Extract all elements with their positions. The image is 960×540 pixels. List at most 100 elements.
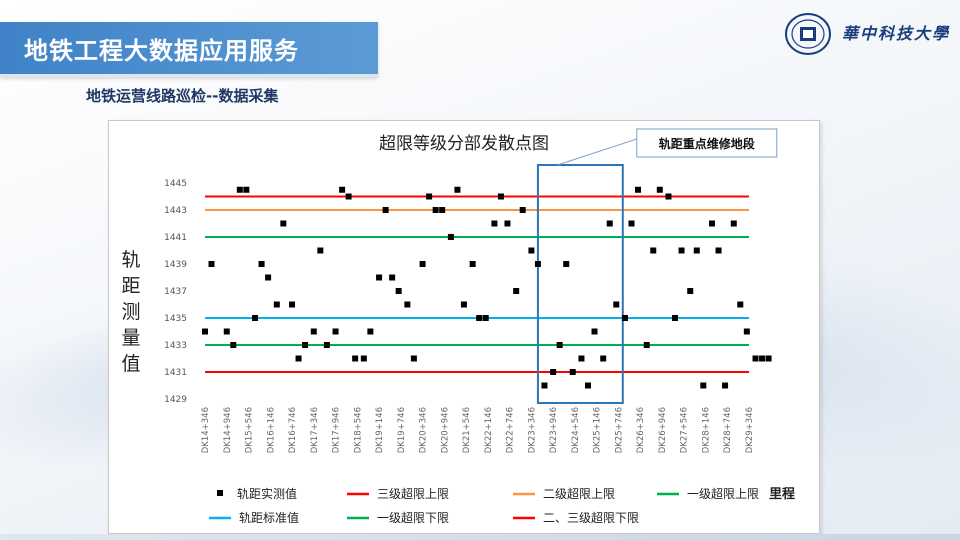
data-point bbox=[687, 288, 694, 294]
annotation-leader-line bbox=[557, 138, 637, 166]
slide-title: 地铁工程大数据应用服务 bbox=[24, 37, 299, 65]
data-point bbox=[693, 247, 700, 254]
data-point bbox=[360, 355, 367, 362]
legend-marker bbox=[217, 490, 223, 496]
data-point bbox=[497, 193, 504, 200]
data-point bbox=[258, 261, 265, 267]
x-tick-label: DK20+946 bbox=[440, 407, 450, 453]
y-axis-label-char: 值 bbox=[121, 353, 140, 375]
data-point bbox=[404, 301, 411, 308]
data-point bbox=[389, 274, 396, 281]
data-point bbox=[410, 355, 417, 362]
data-point bbox=[332, 328, 339, 335]
data-point bbox=[395, 288, 402, 294]
data-point bbox=[563, 261, 570, 267]
data-point bbox=[528, 247, 535, 254]
chart-frame: 超限等级分部发散点图 1429 1431 1433 1435 1437 1439 1441 14… bbox=[108, 120, 820, 534]
data-point bbox=[600, 355, 607, 362]
x-tick-label: DK28+746 bbox=[723, 407, 733, 453]
y-axis-label-char: 量 bbox=[121, 327, 140, 349]
y-tick-label: 1435 bbox=[164, 314, 187, 324]
highlight-box bbox=[536, 164, 624, 404]
x-axis-label: 里程 bbox=[769, 487, 795, 502]
data-point bbox=[345, 193, 352, 200]
y-axis-label-char: 轨 bbox=[121, 249, 140, 271]
data-point bbox=[252, 315, 259, 321]
y-axis-label-char: 距 bbox=[121, 275, 140, 297]
x-tick-label: DK22+746 bbox=[506, 407, 516, 453]
data-point bbox=[556, 342, 563, 348]
legend-label: 二级超限上限 bbox=[543, 486, 615, 501]
data-point bbox=[447, 234, 454, 240]
data-point bbox=[578, 355, 585, 362]
data-point bbox=[678, 247, 685, 254]
data-point bbox=[628, 220, 635, 227]
x-tick-label: DK19+146 bbox=[375, 407, 385, 453]
x-tick-label: DK18+546 bbox=[353, 407, 363, 453]
data-point bbox=[722, 382, 729, 389]
title-banner: 地铁工程大数据应用服务 bbox=[0, 22, 378, 77]
annotation-box bbox=[636, 128, 778, 158]
data-point bbox=[460, 301, 467, 308]
x-tick-label: DK23+346 bbox=[527, 407, 537, 453]
x-tick-label: DK25+146 bbox=[593, 407, 603, 453]
x-tick-label: DK19+746 bbox=[397, 407, 407, 453]
data-point bbox=[752, 355, 759, 362]
data-point bbox=[280, 220, 287, 227]
legend-label: 轨距标准值 bbox=[239, 510, 299, 525]
x-tick-label: DK14+946 bbox=[223, 407, 233, 453]
data-point bbox=[672, 315, 679, 321]
data-point bbox=[419, 261, 426, 267]
data-point bbox=[339, 186, 346, 193]
data-point bbox=[223, 328, 230, 335]
data-point bbox=[743, 328, 750, 335]
data-point bbox=[700, 382, 707, 389]
legend-label: 三级超限上限 bbox=[377, 486, 449, 501]
x-tick-label: DK23+946 bbox=[549, 407, 559, 453]
data-point bbox=[569, 369, 576, 375]
data-point bbox=[230, 342, 237, 348]
x-tick-label: DK17+946 bbox=[332, 407, 342, 453]
data-point bbox=[426, 193, 433, 200]
data-point bbox=[208, 261, 215, 267]
x-tick-label: DK21+546 bbox=[462, 407, 472, 453]
x-tick-label: DK17+346 bbox=[310, 407, 320, 453]
data-point bbox=[310, 328, 317, 335]
legend-label: 一级超限上限 bbox=[687, 486, 759, 501]
data-point bbox=[584, 382, 591, 389]
data-point bbox=[367, 328, 374, 335]
data-point bbox=[236, 186, 243, 193]
slide-subtitle: 地铁运营线路巡检--数据采集 bbox=[86, 87, 279, 105]
y-tick-label: 1429 bbox=[164, 395, 187, 405]
data-point bbox=[541, 382, 548, 389]
data-point bbox=[621, 315, 628, 321]
x-tick-label: DK16+146 bbox=[266, 407, 276, 453]
x-tick-label: DK26+346 bbox=[636, 407, 646, 453]
data-point bbox=[519, 207, 526, 213]
data-point bbox=[765, 355, 772, 362]
data-point bbox=[730, 220, 737, 227]
data-point bbox=[613, 301, 620, 308]
data-point bbox=[202, 328, 208, 335]
data-point bbox=[513, 288, 520, 294]
data-point bbox=[476, 315, 483, 321]
data-point bbox=[650, 247, 657, 254]
y-tick-label: 1445 bbox=[164, 179, 187, 189]
y-tick-label: 1437 bbox=[164, 287, 187, 297]
data-point bbox=[317, 247, 324, 254]
annotation-text: 轨距重点维修地段 bbox=[659, 136, 756, 151]
data-point bbox=[273, 301, 280, 308]
x-tick-label: DK14+346 bbox=[201, 407, 211, 453]
data-point bbox=[382, 207, 389, 213]
x-tick-label: DK26+946 bbox=[658, 407, 668, 453]
legend-label: 一级超限下限 bbox=[377, 510, 449, 525]
y-tick-label: 1439 bbox=[164, 260, 187, 270]
x-tick-label: DK16+746 bbox=[288, 407, 298, 453]
data-point bbox=[534, 261, 541, 267]
data-point bbox=[550, 369, 557, 375]
data-point bbox=[606, 220, 613, 227]
data-point bbox=[504, 220, 511, 227]
data-point bbox=[432, 207, 439, 213]
data-point bbox=[376, 274, 383, 281]
data-point bbox=[709, 220, 716, 227]
